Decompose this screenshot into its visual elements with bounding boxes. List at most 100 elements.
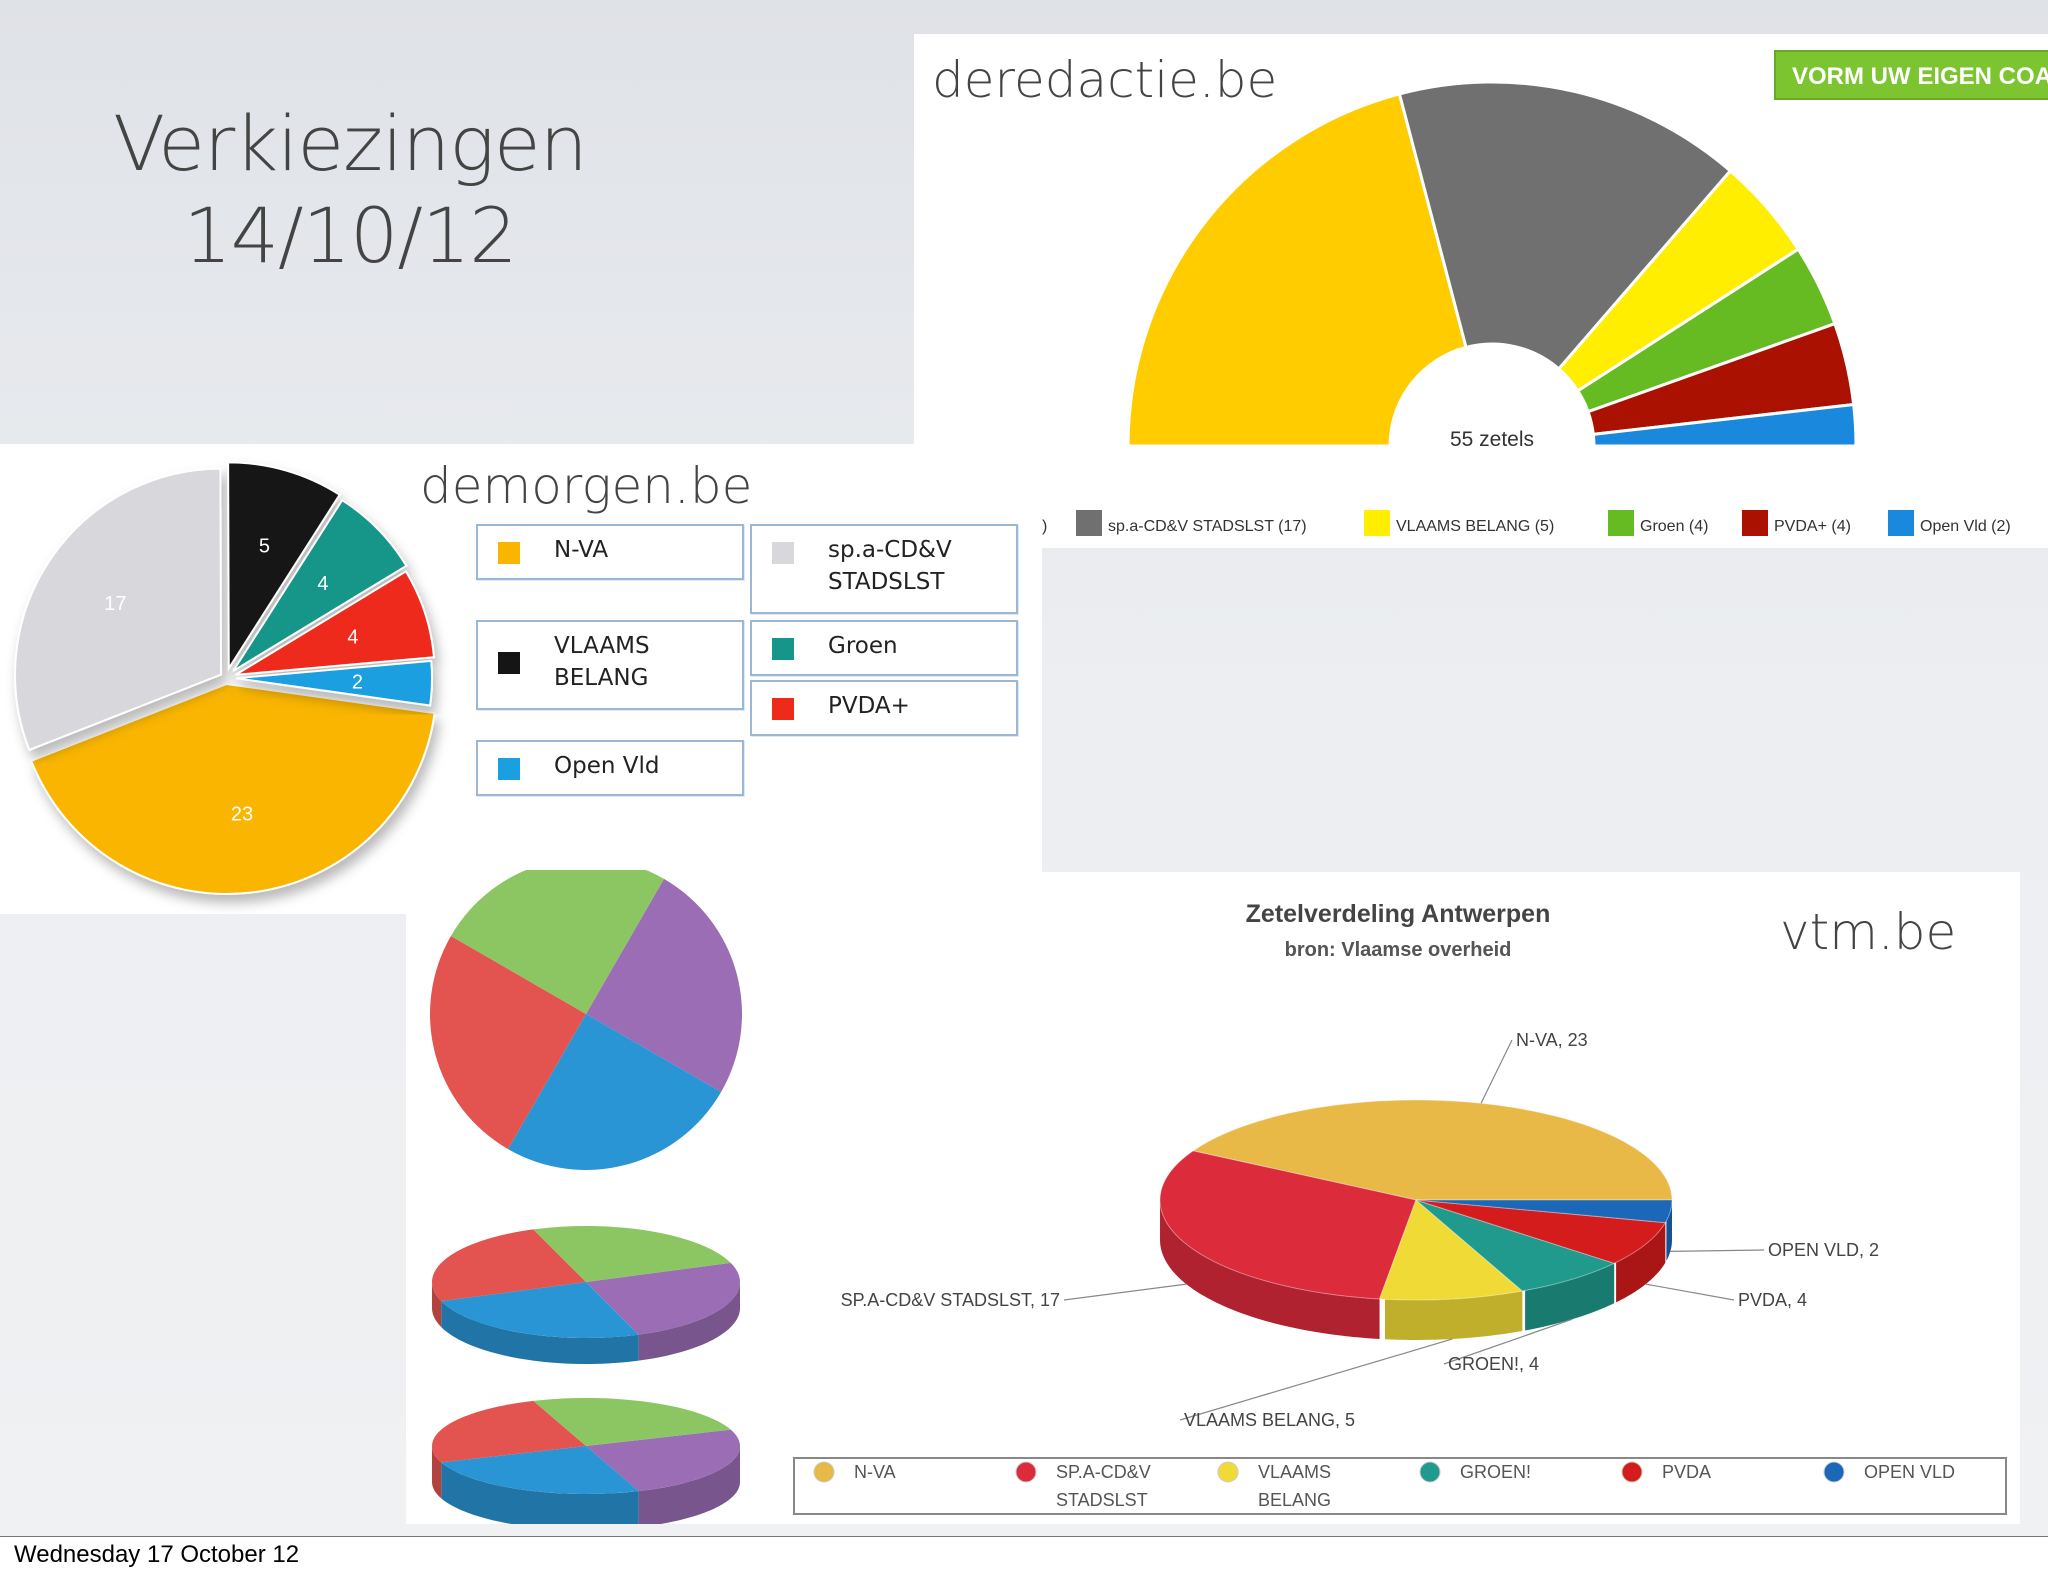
- vtm-chart-title: Zetelverdeling Antwerpen: [1246, 900, 1551, 928]
- demorgen-value-label-1: 17: [104, 593, 126, 615]
- vtm-side-1: [1160, 1201, 1380, 1339]
- demorgen-slice-1[interactable]: [14, 467, 223, 752]
- example-deep-side-2: [432, 1446, 442, 1499]
- example-deep-slice-3[interactable]: [533, 1398, 731, 1446]
- deredactie-legend-swatch-4: [1742, 510, 1768, 536]
- vtm-data-label-1: SP.A-CD&V STADSLST, 17: [841, 1290, 1060, 1310]
- example-deep-side-0: [638, 1446, 740, 1524]
- example-deep-slice-0[interactable]: [586, 1429, 740, 1492]
- vtm-side-5: [1666, 1200, 1672, 1261]
- vtm-legend-label-3: GROEN!: [1460, 1462, 1531, 1482]
- example-flat-slice-1[interactable]: [508, 1014, 722, 1170]
- example-tilted-side-0: [638, 1282, 740, 1361]
- vtm-chart: Zetelverdeling Antwerpen bron: Vlaamse ov…: [793, 900, 2007, 1515]
- demorgen-value-label-5: 2: [352, 671, 363, 693]
- example-deep-slice-1[interactable]: [441, 1446, 639, 1494]
- slide-title: Verkiezingen 14/10/12: [90, 98, 610, 282]
- vtm-legend-label-1: STADSLST: [1056, 1490, 1148, 1510]
- vtm-slice-1[interactable]: [1159, 1150, 1417, 1300]
- demorgen-value-label-2: 5: [259, 536, 270, 558]
- vtm-panel: vtm.be Zetelverdeling Antwerpen bron: Vla…: [764, 872, 2020, 1524]
- example-tilted-slice-2[interactable]: [432, 1229, 586, 1302]
- deredactie-legend-label-5: Open Vld (2): [1920, 518, 2011, 535]
- vtm-legend-item-1[interactable]: SP.A-CD&V STADSLST: [1015, 1461, 1151, 1510]
- vtm-legend-label-2: VLAAMS: [1258, 1462, 1331, 1482]
- legend-swatch: [772, 698, 794, 720]
- vtm-slice-0[interactable]: [1191, 1099, 1673, 1201]
- vtm-legend-box: [793, 1457, 2007, 1515]
- deredactie-legend-swatch-3: [1608, 510, 1634, 536]
- vtm-legend-item-0[interactable]: N-VA: [813, 1461, 896, 1483]
- example-deep-slice-2[interactable]: [432, 1400, 586, 1463]
- slide-title-line1: Verkiezingen: [113, 99, 588, 188]
- example-tilted-slice-1[interactable]: [441, 1282, 639, 1338]
- legend-label: sp.a-CD&V STADSLST: [828, 534, 952, 598]
- deredactie-legend-label-1: sp.a-CD&V STADSLST (17): [1108, 518, 1307, 535]
- vtm-legend-item-2[interactable]: VLAAMS BELANG: [1217, 1461, 1331, 1510]
- example-flat-slice-2[interactable]: [430, 936, 586, 1150]
- example-tilted-slice-3[interactable]: [533, 1226, 731, 1282]
- vtm-connector-1: [1063, 1283, 1187, 1301]
- vtm-side-3: [1525, 1263, 1615, 1331]
- vtm-slice-3[interactable]: [1415, 1199, 1616, 1292]
- demorgen-slice-5[interactable]: [235, 659, 433, 707]
- vtm-legend-swatch-1: [1015, 1461, 1037, 1483]
- demorgen-legend-nva: N-VA: [476, 524, 744, 580]
- legend-line: sp.a-CD&V: [828, 537, 952, 563]
- vtm-legend-swatch-3: [1419, 1461, 1441, 1483]
- deredactie-slice-1[interactable]: [1397, 80, 1733, 372]
- demorgen-slice-2[interactable]: [227, 461, 341, 672]
- vtm-side-2: [1385, 1290, 1523, 1340]
- legend-label: N-VA: [554, 537, 609, 563]
- vtm-source-label: vtm.be: [1780, 903, 1957, 961]
- vtm-legend-item-4[interactable]: PVDA: [1621, 1461, 1711, 1483]
- deredactie-legend-label-2: VLAAMS BELANG (5): [1396, 518, 1554, 535]
- legend-swatch: [772, 638, 794, 660]
- vtm-slice-5[interactable]: [1415, 1199, 1673, 1224]
- demorgen-legend-openvld: Open Vld: [476, 740, 744, 796]
- legend-swatch: [498, 652, 520, 674]
- vtm-legend-item-5[interactable]: OPEN VLD: [1823, 1461, 1955, 1483]
- demorgen-value-label-0: 23: [231, 803, 253, 825]
- deredactie-source-label: deredactie.be: [932, 51, 1278, 109]
- demorgen-source-label: demorgen.be: [420, 457, 753, 515]
- demorgen-chart: 23 17 5 4 4 2: [14, 461, 436, 895]
- demorgen-value-label-4: 4: [347, 626, 358, 648]
- vtm-data-label-4: PVDA, 4: [1738, 1290, 1807, 1310]
- legend-line: VLAAMS: [554, 633, 650, 659]
- pie-examples-chart: [430, 870, 742, 1524]
- legend-label: VLAAMS BELANG: [554, 630, 650, 694]
- deredactie-legend-label-4: PVDA+ (4): [1774, 518, 1851, 535]
- vtm-legend-swatch-2: [1217, 1461, 1239, 1483]
- build-coalition-button[interactable]: VORM UW EIGEN COA: [1774, 50, 2048, 100]
- deredactie-legend: ) sp.a-CD&V STADSLST (17) VLAAMS BELANG (5…: [1042, 510, 2011, 536]
- demorgen-legend-groen: Groen: [750, 620, 1018, 676]
- vtm-chart-subtitle: bron: Vlaamse overheid: [1285, 939, 1512, 961]
- example-tilted-slice-0[interactable]: [586, 1262, 740, 1335]
- vtm-slice-2[interactable]: [1378, 1199, 1524, 1301]
- slide-title-line2: 14/10/12: [183, 191, 517, 280]
- vtm-legend-item-3[interactable]: GROEN!: [1419, 1461, 1531, 1483]
- legend-label: Groen: [828, 633, 898, 659]
- vtm-legend-label-0: N-VA: [854, 1462, 896, 1482]
- demorgen-legend-pvda: PVDA+: [750, 680, 1018, 736]
- deredactie-panel: deredactie.be VORM UW EIGEN COA 55 zetel…: [914, 34, 2048, 546]
- example-flat-slice-3[interactable]: [450, 870, 664, 1014]
- vtm-legend-swatch-5: [1823, 1461, 1845, 1483]
- vtm-legend-swatch-4: [1621, 1461, 1643, 1483]
- demorgen-legend-vb: VLAAMS BELANG: [476, 620, 744, 710]
- example-tilted-side-2: [432, 1282, 442, 1328]
- deredactie-legend-swatch-1: [1076, 510, 1102, 536]
- slide: Verkiezingen 14/10/12 deredactie.be VORM…: [0, 0, 2048, 1537]
- demorgen-slice-3[interactable]: [232, 498, 408, 672]
- vtm-slice-4[interactable]: [1415, 1199, 1667, 1264]
- vtm-connector-5: [1670, 1249, 1765, 1252]
- example-tilted-side-1: [441, 1301, 639, 1364]
- deredactie-legend-swatch-5: [1888, 510, 1914, 536]
- deredactie-slice-0[interactable]: [1126, 92, 1468, 448]
- example-flat-slice-0[interactable]: [586, 878, 742, 1092]
- legend-label: PVDA+: [828, 693, 910, 719]
- demorgen-slice-4[interactable]: [234, 570, 436, 676]
- legend-swatch: [498, 758, 520, 780]
- demorgen-slice-0[interactable]: [29, 682, 436, 895]
